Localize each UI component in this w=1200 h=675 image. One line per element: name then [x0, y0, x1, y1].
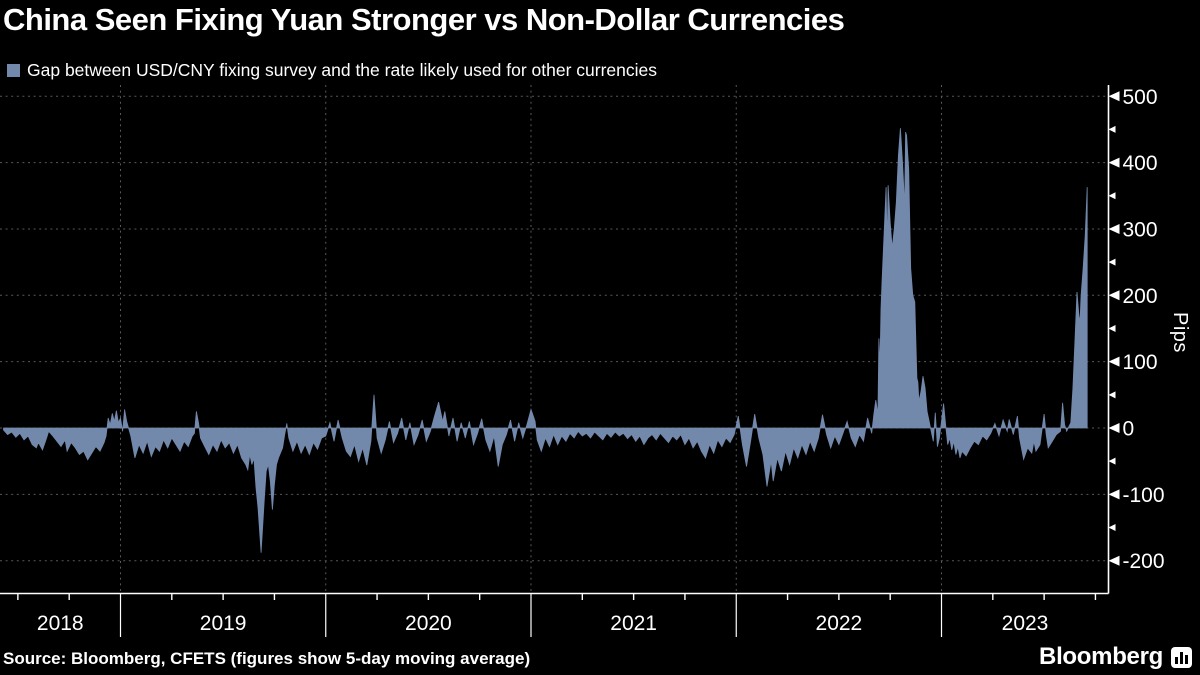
- bloomberg-terminal-icon: [1171, 646, 1192, 668]
- y-tick-label: -100: [1123, 484, 1165, 507]
- y-tick-label: 400: [1123, 152, 1158, 175]
- bloomberg-logo: Bloomberg: [1039, 643, 1192, 671]
- y-tick-label: 100: [1123, 351, 1158, 374]
- x-tick-label: 2020: [405, 612, 452, 635]
- y-minor-tick: [1108, 457, 1116, 465]
- y-major-tick: [1108, 489, 1120, 500]
- y-minor-tick: [1108, 391, 1116, 399]
- y-major-tick: [1108, 423, 1120, 433]
- legend-label: Gap between USD/CNY fixing survey and th…: [27, 60, 657, 80]
- y-minor-tick: [1108, 125, 1116, 133]
- y-tick-label: 0: [1123, 418, 1135, 441]
- y-major-tick: [1108, 91, 1120, 102]
- bloomberg-wordmark: Bloomberg: [1039, 643, 1163, 670]
- x-tick-label: 2019: [200, 612, 247, 635]
- y-axis-title: Pips: [1169, 312, 1191, 353]
- x-tick-label: 2022: [816, 612, 863, 635]
- y-major-tick: [1108, 223, 1120, 234]
- y-tick-label: 500: [1123, 86, 1158, 109]
- legend-swatch-icon: [7, 64, 20, 77]
- y-major-tick: [1108, 356, 1120, 367]
- y-major-tick: [1108, 555, 1120, 566]
- y-minor-tick: [1108, 258, 1116, 266]
- y-minor-tick: [1108, 324, 1116, 332]
- area-series: [3, 128, 1088, 553]
- x-tick-label: 2018: [37, 612, 84, 635]
- y-minor-tick: [1108, 524, 1116, 532]
- y-tick-label: 300: [1123, 218, 1158, 241]
- legend: Gap between USD/CNY fixing survey and th…: [7, 60, 657, 81]
- x-tick-label: 2021: [610, 612, 657, 635]
- source-note: Source: Bloomberg, CFETS (figures show 5…: [3, 649, 531, 668]
- y-tick-label: 200: [1123, 285, 1158, 308]
- y-major-tick: [1108, 290, 1120, 301]
- page-title: China Seen Fixing Yuan Stronger vs Non-D…: [3, 2, 845, 37]
- y-minor-tick: [1108, 192, 1116, 200]
- x-tick-label: 2023: [1002, 612, 1049, 635]
- y-tick-label: -200: [1123, 550, 1165, 573]
- y-major-tick: [1108, 157, 1120, 168]
